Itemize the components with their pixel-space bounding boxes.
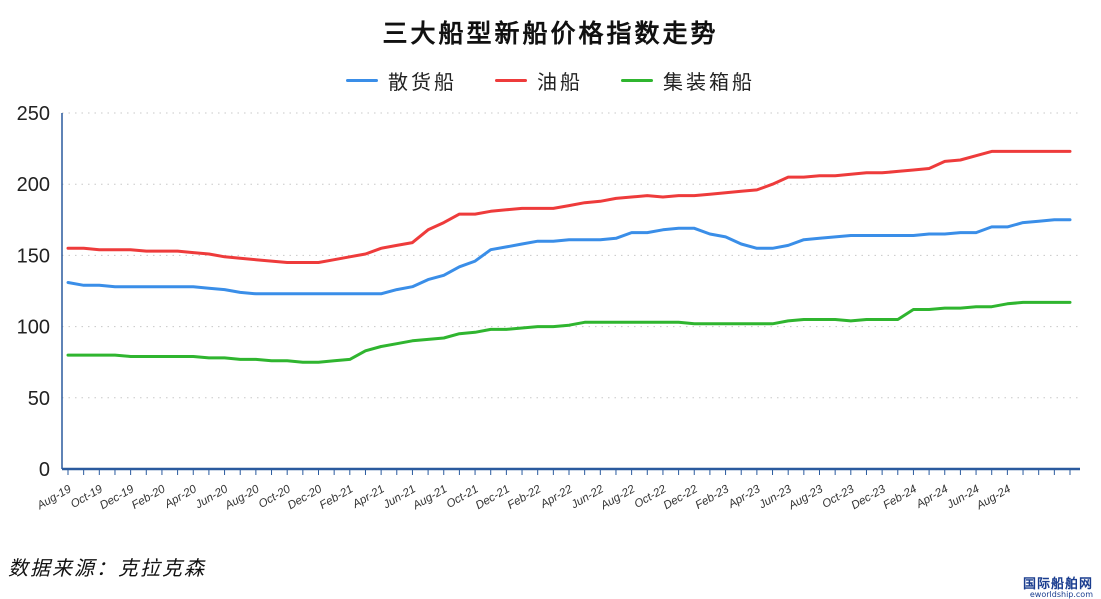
x-tick-label: Feb-22	[506, 483, 544, 512]
x-tick-label: Jun-24	[944, 483, 981, 511]
x-tick-label: Dec-22	[662, 483, 701, 512]
data-source-note: 数据来源：克拉克森	[8, 556, 206, 580]
series-line-2	[66, 300, 1072, 364]
watermark-logo-text: 国际船舶网	[1022, 577, 1093, 592]
y-tick-label: 250	[17, 103, 50, 125]
x-tick-label: Feb-24	[881, 483, 919, 512]
series-line-1	[66, 149, 1072, 264]
x-tick-label: Aug-20	[222, 483, 262, 513]
legend-item-bulk: 散货船	[346, 66, 457, 95]
x-tick-label: Dec-20	[286, 483, 325, 512]
y-tick-label: 100	[17, 317, 50, 339]
chart-title: 三大船型新船价格指数走势	[382, 19, 719, 48]
legend-label-bulk: 散货船	[388, 70, 457, 94]
x-tick-label: Oct-21	[445, 483, 481, 511]
x-tick-label: Aug-24	[974, 483, 1013, 512]
x-tick-label: Aug-22	[598, 483, 638, 513]
x-tick-label: Apr-22	[538, 483, 575, 511]
x-tick-label: Apr-21	[350, 483, 387, 511]
x-tick-label: Feb-21	[318, 483, 356, 512]
legend-swatch-container	[621, 79, 653, 82]
site-watermark: 国际船舶网 eworldship.com	[1023, 573, 1093, 599]
x-tick-label: Jun-20	[193, 483, 231, 512]
legend-item-tanker: 油船	[495, 66, 583, 95]
x-tick-label: Jun-23	[756, 483, 794, 512]
legend-label-tanker: 油船	[537, 70, 583, 94]
x-tick-label: Dec-23	[850, 483, 889, 512]
x-tick-label: Dec-19	[98, 483, 137, 512]
x-tick-label: Apr-20	[162, 483, 199, 511]
x-tick-label: Aug-19	[35, 483, 75, 513]
legend-swatch-tanker	[495, 79, 527, 82]
x-tick-label: Aug-23	[786, 483, 826, 513]
x-tick-label: Jun-21	[381, 483, 418, 511]
y-tick-label: 0	[39, 459, 50, 481]
legend-label-container: 集装箱船	[663, 70, 755, 94]
x-tick-label: Aug-21	[410, 483, 449, 512]
chart-legend: 散货船 油船 集装箱船	[0, 66, 1101, 95]
x-tick-label: Jun-22	[568, 483, 606, 512]
legend-item-container: 集装箱船	[621, 66, 755, 95]
x-tick-label: Apr-23	[726, 483, 763, 511]
legend-swatch-bulk	[346, 79, 378, 82]
x-tick-label: Dec-21	[474, 483, 512, 512]
y-tick-label: 200	[17, 174, 50, 196]
x-tick-label: Feb-23	[694, 483, 732, 512]
y-tick-label: 50	[28, 388, 50, 410]
series-line-0	[66, 218, 1072, 296]
x-tick-label: Apr-24	[914, 483, 951, 511]
y-tick-label: 150	[17, 245, 50, 267]
x-tick-label: Feb-20	[130, 483, 168, 512]
